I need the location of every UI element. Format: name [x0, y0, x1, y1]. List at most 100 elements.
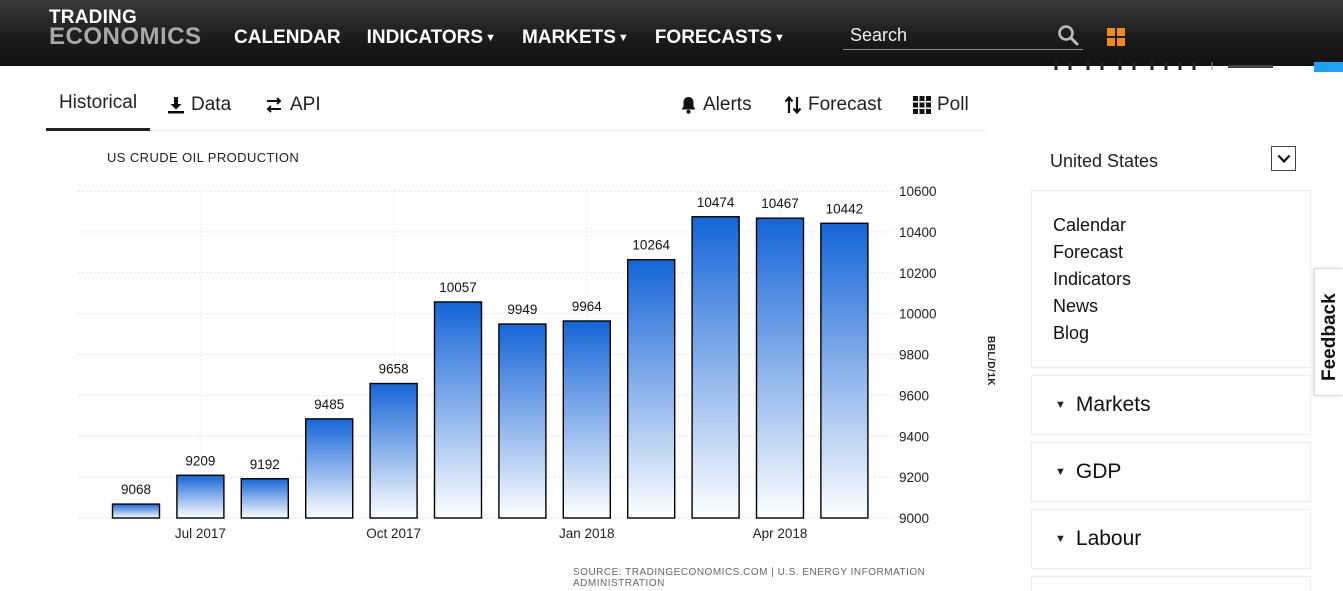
sidebar-link-forecast[interactable]: Forecast [1053, 242, 1124, 262]
feedback-label: Feedback [1319, 293, 1340, 381]
y-tick-label: 9600 [899, 388, 929, 403]
bar-value-label: 9949 [507, 302, 537, 317]
caret-down-icon: ▼ [485, 32, 496, 44]
tab-alerts[interactable]: Alerts [680, 78, 752, 131]
sidebar-link-news[interactable]: News [1053, 296, 1099, 316]
feedback-tab[interactable]: Feedback [1314, 268, 1343, 396]
section-label: Markets [1075, 393, 1151, 416]
bar-value-label: 9658 [379, 362, 409, 377]
nav-item-forecasts[interactable]: FORECASTS ▼ [655, 27, 785, 49]
bar[interactable] [176, 474, 225, 519]
tab-api[interactable]: API [264, 78, 321, 131]
bar[interactable] [433, 301, 483, 519]
bar[interactable] [820, 222, 869, 519]
main-nav: CALENDAR INDICATORS ▼ MARKETS ▼ FORECASTS ▼ [234, 27, 811, 49]
swap-arrows-icon [264, 96, 284, 113]
search-box [843, 22, 1083, 50]
bar[interactable] [755, 217, 805, 519]
caret-down-icon: ▼ [1055, 399, 1066, 411]
y-tick-label: 9200 [899, 470, 929, 485]
bar-value-label: 10057 [439, 280, 477, 295]
chevron-down-icon[interactable] [1271, 146, 1296, 171]
caret-down-icon: ▼ [1055, 533, 1066, 545]
y-tick-label: 10200 [899, 266, 937, 281]
y-tick-label: 9800 [899, 348, 929, 363]
search-icon[interactable] [1057, 24, 1079, 46]
sidebar-link-blog[interactable]: Blog [1053, 323, 1090, 343]
caret-down-icon: ▼ [1055, 466, 1066, 478]
section-label: GDP [1075, 460, 1122, 483]
bell-icon [680, 96, 697, 114]
bar-value-label: 9485 [314, 397, 344, 412]
nav-item-markets[interactable]: MARKETS ▼ [522, 27, 629, 49]
nav-item-calendar[interactable]: CALENDAR [234, 27, 341, 49]
logo-line-1: TRADING [49, 7, 137, 28]
nav-label: CALENDAR [234, 27, 341, 48]
tab-historical[interactable]: Historical [46, 78, 150, 131]
tab-label: Data [191, 93, 232, 115]
bar-value-label: 9192 [250, 457, 280, 472]
bar[interactable] [305, 418, 354, 519]
chart-area: US CRUDE OIL PRODUCTION 9000 9200 9400 9600… [0, 131, 1010, 591]
nav-label: INDICATORS [366, 27, 484, 48]
y-axis-unit: BBL/D/1K [985, 336, 996, 387]
bar[interactable] [111, 503, 161, 519]
bar-value-label: 9964 [572, 299, 603, 314]
sidebar-section-partial[interactable] [1031, 576, 1311, 591]
tab-label: Forecast [808, 93, 882, 115]
x-tick-label: Apr 2018 [753, 526, 808, 541]
sidebar-section-gdp[interactable]: ▼ GDP [1031, 442, 1311, 502]
logo-line-2: ECONOMICS [49, 23, 202, 51]
tab-forecast[interactable]: Forecast [784, 78, 882, 131]
tab-label: Alerts [703, 93, 752, 115]
y-tick-label: 9000 [899, 511, 929, 526]
bar[interactable] [691, 216, 740, 519]
tab-label: API [290, 93, 321, 115]
bar[interactable] [498, 323, 547, 519]
x-tick-label: Jul 2017 [175, 526, 226, 541]
bar[interactable] [240, 478, 290, 519]
search-input[interactable] [843, 22, 1048, 48]
y-tick-label: 10400 [899, 225, 937, 240]
x-tick-label: Oct 2017 [366, 526, 421, 541]
tab-data[interactable]: Data [167, 78, 231, 131]
sidebar-link-indicators[interactable]: Indicators [1053, 269, 1132, 289]
grid-icon[interactable] [1107, 28, 1125, 46]
nav-label: MARKETS [521, 27, 616, 48]
bar-value-label: 10442 [826, 201, 864, 216]
bar-chart: 9000 9200 9400 9600 9800 10000 10200 10400 10600… [78, 184, 937, 541]
top-navigation-bar: TRADING ECONOMICS CALENDAR INDICATORS ▼ MAR… [0, 0, 1343, 66]
site-logo[interactable]: TRADING ECONOMICS [49, 7, 202, 51]
tab-label: Poll [937, 93, 969, 115]
advertisement-banner[interactable] [1030, 62, 1343, 74]
country-label: United States [1050, 151, 1159, 171]
chart-title: US CRUDE OIL PRODUCTION [107, 150, 300, 165]
bar-value-label: 10467 [761, 196, 799, 211]
grid-dots-icon [913, 95, 931, 114]
section-label: Labour [1075, 527, 1142, 550]
bar-value-label: 9068 [121, 482, 151, 497]
bar-value-label: 10264 [632, 238, 670, 253]
tab-poll[interactable]: Poll [913, 78, 969, 131]
bar-value-label: 10474 [697, 195, 735, 210]
download-icon [167, 96, 185, 114]
country-selector[interactable]: United States [1031, 142, 1311, 178]
bar[interactable] [627, 258, 676, 519]
sidebar-link-calendar[interactable]: Calendar [1053, 215, 1127, 235]
sidebar-section-markets[interactable]: ▼ Markets [1031, 375, 1311, 435]
tab-label: Historical [58, 92, 138, 113]
y-tick-label: 10000 [899, 307, 937, 322]
y-tick-label: 10600 [899, 184, 937, 199]
bar[interactable] [562, 320, 611, 519]
y-tick-label: 9400 [899, 429, 929, 444]
bar[interactable] [369, 382, 418, 519]
caret-down-icon: ▼ [617, 32, 629, 44]
chart-tabs: Historical Data API Alerts Forecast [46, 78, 987, 131]
chart-source: SOURCE: TRADINGECONOMICS.COM | U.S. ENER… [573, 567, 926, 589]
bar-value-label: 9209 [185, 453, 215, 468]
nav-label: FORECASTS [654, 27, 772, 48]
x-tick-label: Jan 2018 [559, 526, 615, 541]
nav-item-indicators[interactable]: INDICATORS ▼ [367, 27, 496, 49]
caret-down-icon: ▼ [774, 32, 785, 44]
sidebar-section-labour[interactable]: ▼ Labour [1031, 509, 1311, 569]
